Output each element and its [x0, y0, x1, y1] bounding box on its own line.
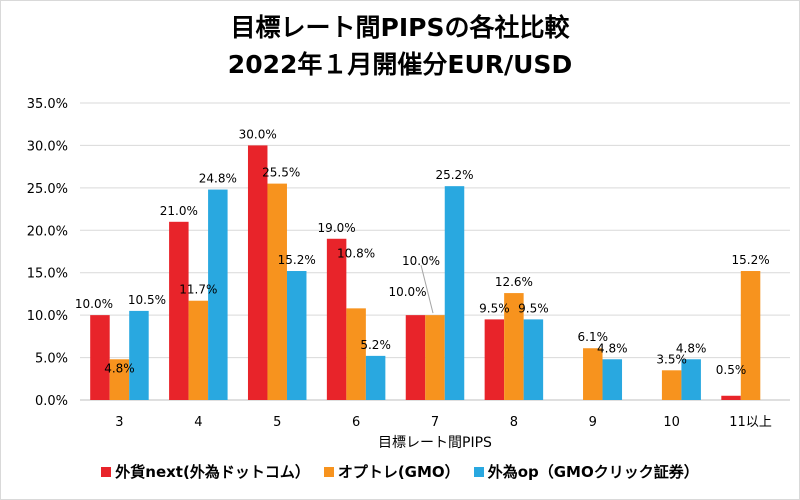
data-label: 4.8%: [597, 341, 628, 355]
bar: [286, 271, 307, 400]
chart-title: 目標レート間PIPSの各社比較: [230, 13, 570, 42]
bar: [661, 370, 682, 400]
bar: [169, 221, 189, 400]
data-label: 10.0%: [388, 285, 426, 299]
y-tick-label: 15.0%: [27, 267, 68, 282]
bar: [188, 300, 209, 400]
bar: [267, 183, 287, 400]
legend-swatch: [101, 466, 112, 477]
bar: [109, 359, 130, 400]
bar: [405, 315, 426, 400]
data-label: 5.2%: [360, 338, 391, 352]
x-tick-label: 7: [431, 415, 439, 430]
x-tick-label: 4: [194, 415, 202, 430]
x-axis-title: 目標レート間PIPS: [378, 435, 492, 451]
data-label: 12.6%: [495, 275, 533, 289]
data-label: 25.5%: [262, 166, 300, 180]
legend-label: 外為op（GMOクリック証券）: [487, 463, 699, 481]
bar: [346, 308, 366, 400]
x-tick-label: 11以上: [729, 415, 772, 430]
x-tick-label: 9: [589, 415, 597, 430]
bar: [602, 359, 623, 400]
bar: [425, 315, 445, 400]
bar-chart: 0.0% 5.0% 10.0% 15.0% 20.0% 25.0% 30.0% 35.0% 10…: [27, 97, 790, 451]
legend-label: 外貨next(外為ドットコム）: [115, 463, 310, 481]
legend-item: オプトレ(GMO）: [323, 461, 460, 482]
bar: [129, 310, 149, 400]
leader-line: [420, 265, 434, 314]
bar: [721, 395, 741, 400]
bar: [365, 355, 386, 400]
bar: [583, 348, 603, 400]
bar: [326, 238, 347, 400]
legend-item: 外為op（GMOクリック証券）: [473, 461, 699, 482]
bar: [523, 319, 544, 400]
legend-label: オプトレ(GMO）: [337, 463, 460, 481]
data-label: 30.0%: [239, 127, 277, 141]
bar: [247, 145, 268, 400]
bar: [208, 189, 228, 400]
y-tick-label: 20.0%: [27, 224, 68, 239]
y-tick-label: 30.0%: [27, 139, 68, 154]
data-label: 19.0%: [318, 221, 356, 235]
legend: 外貨next(外為ドットコム） オプトレ(GMO） 外為op（GMOクリック証券）: [0, 461, 800, 482]
bar: [444, 186, 465, 400]
y-tick-label: 10.0%: [27, 309, 68, 324]
data-label: 9.5%: [518, 301, 549, 315]
data-label: 4.8%: [676, 341, 707, 355]
data-label: 9.5%: [479, 301, 510, 315]
bar: [740, 271, 761, 400]
data-label: 25.2%: [435, 168, 473, 182]
data-label: 3.5%: [656, 352, 687, 366]
data-label: 11.7%: [179, 283, 217, 297]
data-label: 10.5%: [128, 293, 166, 307]
data-label: 24.8%: [199, 172, 237, 186]
bar: [484, 319, 505, 400]
x-tick-label: 3: [115, 415, 123, 430]
data-label: 15.2%: [278, 253, 316, 267]
legend-item: 外貨next(外為ドットコム）: [101, 461, 310, 482]
chart-subtitle: 2022年１月開催分EUR/USD: [227, 50, 573, 79]
y-tick-label: 0.0%: [35, 394, 68, 409]
legend-swatch: [473, 466, 484, 477]
data-label: 10.0%: [402, 254, 440, 268]
x-tick-label: 10: [663, 415, 680, 430]
x-tick-label: 5: [273, 415, 281, 430]
bar: [504, 293, 524, 400]
data-label: 6.1%: [578, 330, 609, 344]
data-label: 4.8%: [104, 361, 135, 375]
legend-swatch: [323, 466, 334, 477]
y-tick-label: 5.0%: [35, 352, 68, 367]
data-label: 21.0%: [160, 204, 198, 218]
data-label: 10.0%: [75, 297, 113, 311]
data-label: 0.5%: [716, 363, 747, 377]
bar: [90, 315, 110, 400]
data-label: 15.2%: [731, 253, 769, 267]
y-tick-label: 35.0%: [27, 97, 68, 112]
x-tick-label: 8: [510, 415, 518, 430]
data-label: 10.8%: [337, 246, 375, 260]
x-tick-label: 6: [352, 415, 360, 430]
y-tick-label: 25.0%: [27, 182, 68, 197]
bar: [681, 359, 701, 400]
